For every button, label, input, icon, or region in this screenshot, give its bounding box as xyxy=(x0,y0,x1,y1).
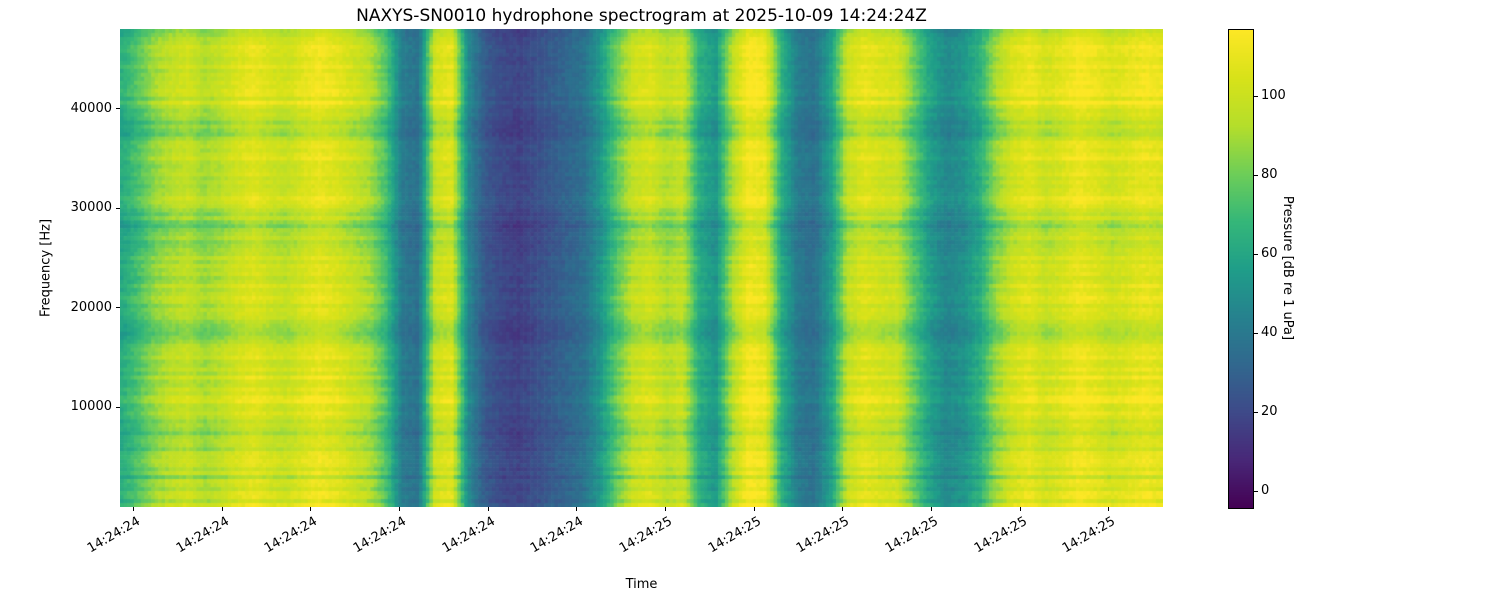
y-tick-label: 20000 xyxy=(70,299,112,315)
x-tick-label: 14:24:24 xyxy=(84,514,144,557)
colorbar-tick-label: 0 xyxy=(1261,483,1270,499)
colorbar-tick-mark xyxy=(1254,95,1258,97)
x-tick-label: 14:24:24 xyxy=(439,514,498,557)
x-tick-label: 14:24:25 xyxy=(1060,514,1119,557)
x-tick-mark xyxy=(930,507,932,511)
colorbar-tick-mark xyxy=(1254,332,1258,334)
x-tick-mark xyxy=(842,507,844,511)
x-tick-mark xyxy=(576,507,578,511)
x-tick-label: 14:24:25 xyxy=(705,514,764,557)
x-tick-mark xyxy=(487,507,489,511)
colorbar-tick-label: 40 xyxy=(1261,325,1278,341)
chart-title: NAXYS-SN0010 hydrophone spectrogram at 2… xyxy=(356,6,927,26)
spectrogram-heatmap xyxy=(120,29,1163,507)
x-tick-label: 14:24:24 xyxy=(173,514,232,557)
colorbar-tick-label: 100 xyxy=(1261,88,1286,104)
y-tick-label: 10000 xyxy=(70,399,112,415)
colorbar-tick-label: 20 xyxy=(1261,404,1278,420)
x-tick-label: 14:24:25 xyxy=(794,514,853,557)
x-tick-label: 14:24:25 xyxy=(882,514,941,557)
colorbar-tick-mark xyxy=(1254,174,1258,176)
colorbar-tick-label: 60 xyxy=(1261,246,1278,262)
x-tick-mark xyxy=(1019,507,1021,511)
x-tick-mark xyxy=(1108,507,1110,511)
x-tick-mark xyxy=(753,507,755,511)
x-tick-mark xyxy=(664,507,666,511)
colorbar xyxy=(1228,29,1254,509)
x-axis-label: Time xyxy=(625,577,658,592)
y-tick-mark xyxy=(116,207,120,209)
colorbar-tick-label: 80 xyxy=(1261,167,1278,183)
x-tick-label: 14:24:24 xyxy=(262,514,321,557)
colorbar-tick-mark xyxy=(1254,490,1258,492)
x-tick-label: 14:24:25 xyxy=(616,514,675,557)
y-tick-label: 40000 xyxy=(70,100,112,116)
x-tick-mark xyxy=(399,507,401,511)
x-tick-mark xyxy=(221,507,223,511)
x-tick-label: 14:24:24 xyxy=(350,514,410,557)
x-tick-mark xyxy=(133,507,135,511)
y-tick-mark xyxy=(116,108,120,110)
y-tick-mark xyxy=(116,406,120,408)
colorbar-tick-mark xyxy=(1254,253,1258,255)
x-tick-label: 14:24:25 xyxy=(971,514,1030,557)
y-tick-label: 30000 xyxy=(70,200,112,216)
colorbar-label: Pressure [dB re 1 uPa] xyxy=(1280,195,1295,341)
y-tick-mark xyxy=(116,307,120,309)
colorbar-tick-mark xyxy=(1254,411,1258,413)
x-tick-mark xyxy=(310,507,312,511)
x-tick-label: 14:24:24 xyxy=(528,514,587,557)
